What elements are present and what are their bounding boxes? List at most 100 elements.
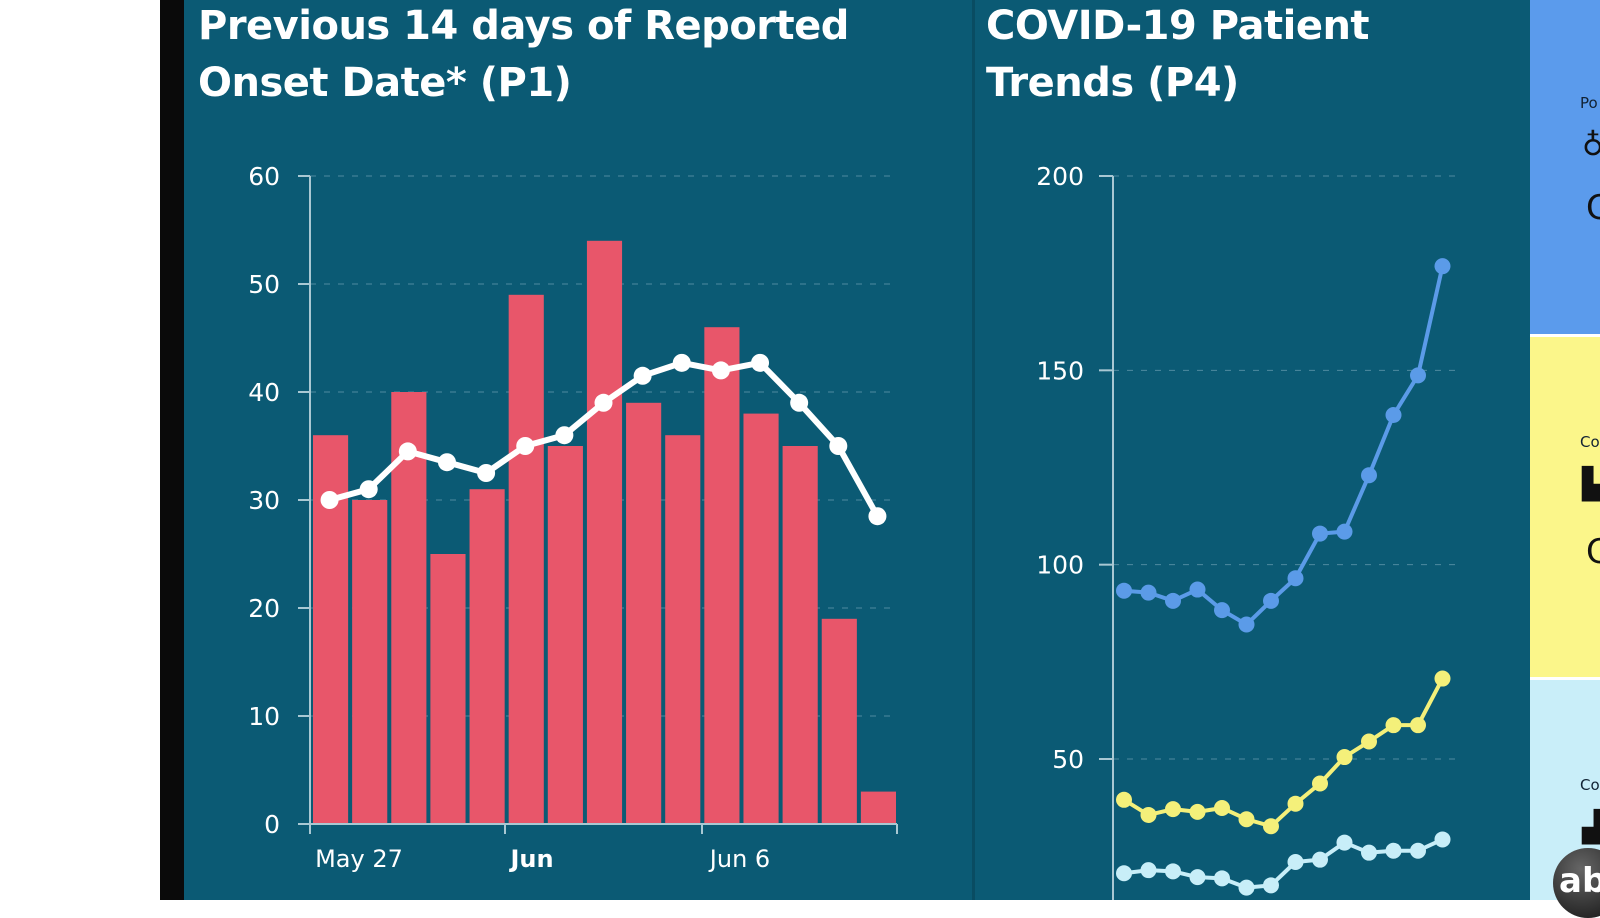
bar — [821, 618, 857, 824]
average-point — [594, 393, 613, 412]
average-point — [751, 353, 770, 372]
series-point — [1336, 834, 1353, 851]
series-point — [1214, 799, 1230, 816]
bar — [860, 791, 896, 824]
bar — [665, 435, 701, 824]
series-point — [1189, 869, 1206, 886]
series-point — [1116, 582, 1132, 599]
y-tick-label: 40 — [248, 378, 280, 407]
patient-trends-title: COVID-19 Patient Trends (P4) — [986, 3, 1370, 106]
series-point — [1165, 592, 1181, 609]
hospital-bed-icon: ▙ — [1582, 467, 1600, 502]
series-point — [1116, 865, 1132, 882]
series-point — [1336, 749, 1353, 766]
series-point — [1361, 467, 1377, 484]
side-card-1: Po ♁ C — [1530, 0, 1600, 334]
series-point — [1287, 795, 1304, 812]
series-point — [1140, 584, 1157, 601]
series-point — [1189, 803, 1206, 820]
series-point — [1434, 670, 1451, 687]
bar — [704, 327, 740, 824]
average-point — [359, 480, 378, 499]
y-tick-label: 200 — [1036, 162, 1084, 191]
video-border — [160, 0, 184, 900]
onset-chart-title: Previous 14 days of Reported Onset Date*… — [198, 3, 849, 106]
side-card-label: Po — [1580, 94, 1598, 112]
series-point — [1189, 581, 1206, 598]
series-line — [1123, 265, 1445, 627]
average-point — [868, 507, 887, 526]
patient-trends-panel — [975, 0, 1530, 900]
side-card-value: C — [1586, 532, 1600, 572]
side-card-label: Co — [1580, 433, 1600, 451]
series-point — [1361, 733, 1377, 750]
bar — [547, 446, 583, 824]
series-point — [1263, 877, 1279, 894]
side-card-value: C — [1586, 188, 1600, 228]
series-point — [1410, 717, 1426, 734]
series-point — [1165, 863, 1181, 880]
series-point — [1410, 367, 1426, 384]
average-point — [633, 366, 652, 385]
bar — [626, 402, 662, 824]
series-point — [1434, 258, 1451, 275]
bar — [743, 413, 779, 824]
y-tick-label: 100 — [1036, 551, 1084, 580]
series-point — [1165, 801, 1181, 818]
ventilator-icon: ▟ — [1582, 810, 1600, 845]
y-tick-label: 10 — [248, 702, 280, 731]
series-point — [1263, 592, 1279, 609]
y-tick-label: 30 — [248, 486, 280, 515]
average-point — [398, 442, 417, 461]
series-point — [1214, 602, 1230, 619]
x-tick-label: May 27 — [315, 845, 403, 873]
average-point — [829, 437, 848, 455]
average-point — [790, 393, 809, 412]
x-tick-label: Jun 6 — [708, 845, 770, 873]
series-point — [1238, 879, 1255, 896]
series-point — [1385, 717, 1402, 734]
y-tick-label: 150 — [1036, 356, 1084, 385]
panel-divider — [972, 0, 975, 900]
series-point — [1312, 775, 1328, 792]
average-point — [672, 353, 691, 372]
average-point — [516, 437, 535, 455]
series-point — [1410, 842, 1426, 859]
series-point — [1238, 616, 1255, 633]
series-point — [1287, 853, 1304, 870]
series-point — [1312, 851, 1328, 868]
bar — [352, 500, 388, 824]
bar — [586, 240, 623, 825]
series-point — [1116, 791, 1132, 808]
side-card-2: Co ▙ C — [1530, 337, 1600, 677]
series-point — [1361, 844, 1377, 861]
y-tick-label: 50 — [1052, 745, 1084, 774]
series-point — [1336, 523, 1353, 540]
average-point — [320, 491, 339, 509]
average-point — [711, 361, 730, 380]
side-card-label: Co — [1580, 776, 1600, 794]
bar — [430, 554, 466, 824]
series-point — [1140, 806, 1157, 823]
series-point — [1312, 525, 1328, 542]
y-tick-label: 50 — [248, 270, 280, 299]
y-tick-label: 20 — [248, 594, 280, 623]
series-point — [1287, 570, 1304, 587]
series-point — [1434, 831, 1451, 848]
bar — [782, 446, 818, 824]
series-point — [1214, 870, 1230, 887]
stethoscope-icon: ♁ — [1582, 128, 1600, 163]
y-tick-label: 60 — [248, 162, 280, 191]
average-point — [437, 453, 456, 472]
y-tick-label: 0 — [264, 810, 280, 839]
average-point — [555, 426, 574, 445]
series-point — [1263, 818, 1279, 835]
series-point — [1238, 811, 1255, 828]
bar — [469, 489, 505, 824]
series-point — [1140, 862, 1157, 879]
x-tick-label: Jun — [508, 845, 553, 873]
bar — [508, 294, 544, 824]
series-point — [1385, 407, 1402, 424]
average-point — [477, 464, 496, 482]
